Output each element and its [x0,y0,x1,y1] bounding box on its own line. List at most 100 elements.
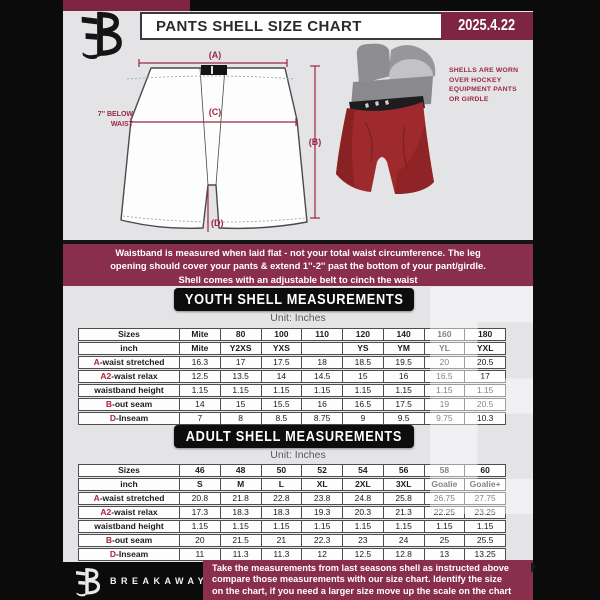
footer-note-line: compare those measurements with our size… [212,574,502,585]
table-cell: 20 [180,534,221,547]
table-cell: 20.5 [465,356,506,369]
breakaway-logo-icon [74,567,101,600]
page-title-box: PANTS SHELL SIZE CHART [140,12,452,40]
table-cell: 16.5 [343,398,384,411]
table-row: Sizes 46 48 50 52 54 56 58 60 [78,464,506,477]
table-cell: 18 [302,356,343,369]
table-row: Sizes Mite 80 100 110 120 140 160 180 [78,328,506,341]
banner-line: opening should cover your pants & extend… [110,260,486,272]
table-cell: 52 [302,464,343,477]
table-cell: 1.15 [220,520,262,533]
date-text: 2025.4.22 [458,17,516,34]
table-row: waistband height 1.15 1.15 1.15 1.15 1.15 1.15… [78,520,506,533]
table-cell: 20.5 [465,398,506,411]
row-label-letter: A [93,493,100,503]
diagram-label-b: (B) [309,137,322,147]
row-label: inch [78,478,180,491]
footer-note-line: on the chart, if you need a larger size … [212,585,512,596]
table-cell: 19 [424,398,466,411]
table-cell: Mite [180,328,221,341]
shell-photo [336,43,436,194]
table-cell: Mite [180,342,221,355]
table-cell: 14.5 [302,370,343,383]
table-cell: 12.5 [180,370,221,383]
table-row: B-out seam 14 15 15.5 16 16.5 17.5 19 20.5 [78,398,506,411]
table-row: A2-waist relax 17.3 18.3 18.3 19.3 20.3 21.3 22… [78,506,506,519]
waistband-instruction-banner: Waistband is measured when laid flat - n… [63,240,533,286]
table-cell: 15 [220,398,262,411]
row-label: Sizes [78,464,180,477]
table-cell: 58 [424,464,466,477]
table-row: waistband height 1.15 1.15 1.15 1.15 1.15 1.15… [78,384,506,397]
table-cell: 18.3 [261,506,303,519]
adult-section-title: ADULT SHELL MEASUREMENTS [185,428,403,445]
table-row: A2-waist relax 12.5 13.5 14 14.5 15 16 16.5 17 [78,370,506,383]
table-cell: 8.75 [302,412,343,425]
table-cell: 26.75 [424,492,466,505]
table-cell: 15.5 [261,398,303,411]
shorts-outline [120,67,308,230]
table-cell: 23.25 [465,506,506,519]
table-cell: 19.3 [302,506,343,519]
table-cell: 140 [383,328,425,341]
table-cell: 1.15 [424,520,466,533]
table-cell: 21 [261,534,303,547]
table-cell: 16.3 [180,356,221,369]
table-cell: 22.3 [302,534,343,547]
table-cell: 23.8 [302,492,343,505]
table-row: inch S M L XL 2XL 3XL Goalie Goalie+ [78,478,506,491]
table-cell: 25.8 [383,492,425,505]
table-cell: 1.15 [383,384,425,397]
adult-section-header: ADULT SHELL MEASUREMENTS [174,425,414,448]
table-cell: 46 [180,464,221,477]
shell-note-line: OR GIRDLE [449,95,489,103]
table-cell: 180 [465,328,506,341]
table-cell: M [220,478,262,491]
table-cell: 50 [261,464,303,477]
table-cell: 10.3 [465,412,506,425]
shell-note-line: EQUIPMENT PANTS [449,86,517,94]
table-cell: 80 [220,328,262,341]
row-label: A2-waist relax [78,506,180,519]
table-cell: 16 [383,370,425,383]
adult-size-table: Sizes 46 48 50 52 54 56 58 60 inch S M L XL 2XL 3XL Goal… [78,463,506,562]
table-cell: 60 [465,464,506,477]
row-label: Sizes [78,328,180,341]
banner-line: Shell comes with an adjustable belt to c… [178,273,418,285]
footer-note-line: Take the measurements from last seasons … [212,563,510,573]
top-accent-maroon [63,0,190,11]
youth-unit-label: Unit: Inches [270,312,326,324]
youth-section-header: YOUTH SHELL MEASUREMENTS [174,288,414,311]
row-label: A-waist stretched [78,492,180,505]
table-cell: 11 [180,548,221,561]
table-cell: 1.15 [343,520,384,533]
table-cell: 17.5 [261,356,303,369]
diagram-label-a: (A) [209,50,222,60]
row-label-letter: A [93,357,100,367]
table-cell: 120 [343,328,384,341]
table-cell: 56 [383,464,425,477]
footer-instruction-box: Take the measurements from last seasons … [203,560,533,600]
youth-size-table: Sizes Mite 80 100 110 120 140 160 180 inch Mite Y2X… [78,327,506,426]
table-cell: 22.8 [261,492,303,505]
table-row: inch Mite Y2XS YXS YS YM YL YXL [78,342,506,355]
table-cell: 9.5 [383,412,425,425]
row-label-letter: B [105,535,112,545]
footer-bar: BREAKAWAY Take the measurements from las… [0,560,600,600]
row-label: D-Inseam [78,412,180,425]
table-cell: 24 [383,534,425,547]
pants-measurement-diagram: (A) (C) (B) (D) [98,50,322,232]
table-cell: 20 [424,356,466,369]
shell-note-line: SHELLS ARE WORN [449,67,519,74]
table-cell: 25.5 [465,534,506,547]
table-cell: 1.15 [465,384,506,397]
size-grid: Sizes 46 48 50 52 54 56 58 60 inch S M L XL 2XL 3XL Goal… [78,463,506,562]
table-cell: 23 [343,534,384,547]
mouse-cursor-icon [531,562,536,573]
table-cell: 17 [465,370,506,383]
table-cell: 1.15 [220,384,262,397]
row-label: inch [78,342,180,355]
table-cell: 2XL [343,478,384,491]
row-label-letter: D [109,413,116,423]
